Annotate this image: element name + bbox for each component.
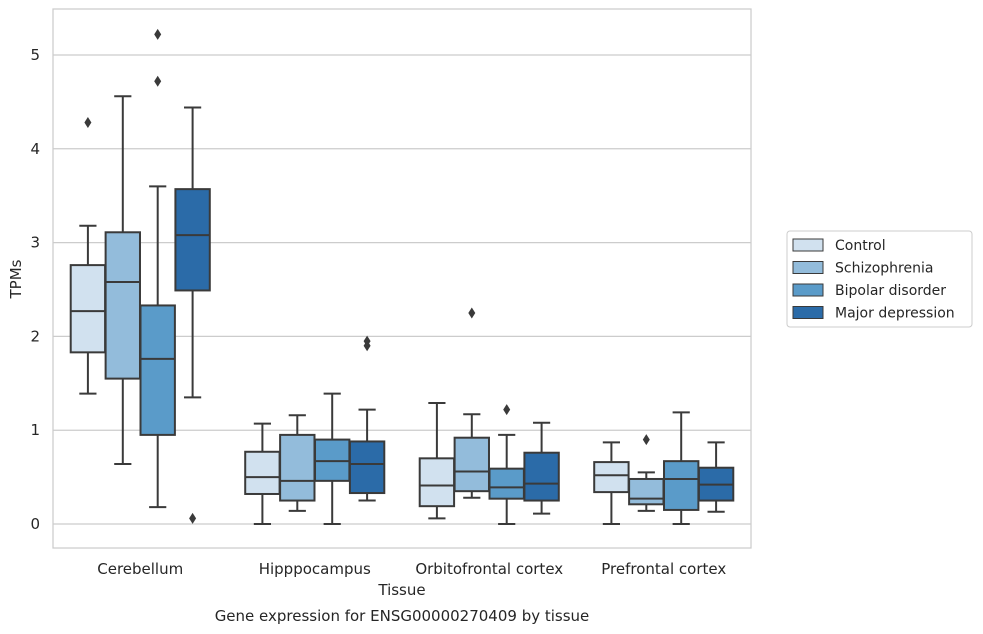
box-orbitofrontal-cortex-control xyxy=(418,401,456,520)
box-prefrontal-cortex-bipolar-disorder-iqr-box xyxy=(663,460,700,511)
legend-label-control: Control xyxy=(835,238,886,254)
box-hipppocampus-major-depression xyxy=(348,335,386,502)
box-prefrontal-cortex-schizophrenia xyxy=(628,434,665,512)
box-cerebellum-major-depression xyxy=(174,106,211,524)
box-cerebellum-schizophrenia-iqr-box xyxy=(104,231,141,380)
box-orbitofrontal-cortex-bipolar-disorder-iqr-box xyxy=(488,467,525,500)
box-cerebellum-major-depression-outlier-0-06 xyxy=(189,512,197,524)
box-orbitofrontal-cortex-schizophrenia-iqr-box xyxy=(453,436,490,493)
box-prefrontal-cortex-schizophrenia-iqr-box xyxy=(628,477,665,506)
legend-label-schizophrenia: Schizophrenia xyxy=(835,261,933,277)
legend-item-schizophrenia: Schizophrenia xyxy=(792,261,933,277)
box-prefrontal-cortex-control-iqr-box xyxy=(593,461,630,494)
x-tick-labels: Cerebellum Hipppocampus Orbitofrontal cort… xyxy=(97,560,726,578)
box-orbitofrontal-cortex-bipolar-disorder xyxy=(488,404,525,525)
box-hipppocampus-control xyxy=(244,422,281,525)
chart-caption: Gene expression for ENSG00000270409 by t… xyxy=(215,607,590,625)
y-tick-label-0: 0 xyxy=(30,515,40,533)
box-orbitofrontal-cortex-control-iqr-box xyxy=(418,457,456,508)
box-prefrontal-cortex-schizophrenia-outlier-0-9 xyxy=(642,434,650,446)
x-tick-label-orbitofrontal-cortex: Orbitofrontal cortex xyxy=(415,560,563,578)
y-tick-label-4: 4 xyxy=(30,140,40,158)
box-orbitofrontal-cortex-schizophrenia xyxy=(453,307,490,499)
x-tick-label-hipppocampus: Hipppocampus xyxy=(259,560,371,578)
box-cerebellum-schizophrenia xyxy=(104,95,141,465)
legend-label-major-depression: Major depression xyxy=(835,306,955,322)
legend-swatch-control xyxy=(792,238,824,252)
x-tick-label-prefrontal-cortex: Prefrontal cortex xyxy=(601,560,726,578)
box-orbitofrontal-cortex-major-depression xyxy=(523,421,560,515)
legend: Control Schizophrenia Bipolar disorder Majo… xyxy=(786,230,973,328)
y-tick-labels: 0 1 2 3 4 5 xyxy=(30,46,40,533)
box-prefrontal-cortex-control xyxy=(593,441,630,525)
box-hipppocampus-bipolar-disorder xyxy=(314,392,351,525)
legend-frame xyxy=(786,230,973,328)
box-cerebellum-control-iqr-box xyxy=(69,264,107,354)
y-tick-label-5: 5 xyxy=(30,46,40,64)
box-orbitofrontal-cortex-major-depression-iqr-box xyxy=(523,451,560,502)
legend-item-control: Control xyxy=(792,238,886,254)
legend-swatch-schizophrenia xyxy=(792,261,824,274)
boxes-layer xyxy=(69,28,735,525)
y-tick-label-2: 2 xyxy=(30,327,40,345)
box-hipppocampus-schizophrenia xyxy=(279,414,316,512)
box-cerebellum-major-depression-iqr-box xyxy=(174,188,211,292)
box-hipppocampus-control-iqr-box xyxy=(244,450,281,495)
plot-frame xyxy=(52,8,752,549)
y-tick-label-3: 3 xyxy=(30,234,40,252)
box-cerebellum-bipolar-disorder-outlier-5-22 xyxy=(154,28,162,40)
x-tick-label-cerebellum: Cerebellum xyxy=(97,560,183,578)
box-cerebellum-control-outlier-4-28 xyxy=(84,117,92,129)
legend-items: Control Schizophrenia Bipolar disorder Majo… xyxy=(792,238,955,322)
box-prefrontal-cortex-major-depression xyxy=(697,441,735,513)
box-cerebellum-bipolar-disorder xyxy=(139,28,176,509)
box-prefrontal-cortex-bipolar-disorder xyxy=(663,411,700,525)
box-hipppocampus-major-depression-outlier-1-95 xyxy=(363,335,371,347)
x-axis-label: Tissue xyxy=(377,581,425,599)
legend-swatch-major-depression xyxy=(792,306,824,319)
y-axis-label: TPMs xyxy=(7,259,25,299)
y-tick-label-1: 1 xyxy=(30,421,40,439)
box-hipppocampus-schizophrenia-iqr-box xyxy=(279,433,316,502)
box-cerebellum-control xyxy=(69,117,107,395)
box-orbitofrontal-cortex-schizophrenia-outlier-2-25 xyxy=(468,307,476,319)
legend-item-bipolar-disorder: Bipolar disorder xyxy=(792,283,946,299)
legend-label-bipolar-disorder: Bipolar disorder xyxy=(835,283,946,299)
box-hipppocampus-major-depression-iqr-box xyxy=(348,440,386,495)
legend-swatch-bipolar-disorder xyxy=(792,283,824,297)
legend-item-major-depression: Major depression xyxy=(792,306,955,322)
box-cerebellum-bipolar-disorder-outlier-4-72 xyxy=(154,75,162,87)
box-cerebellum-bipolar-disorder-iqr-box xyxy=(139,304,176,436)
box-orbitofrontal-cortex-bipolar-disorder-outlier-1-22 xyxy=(503,404,511,416)
